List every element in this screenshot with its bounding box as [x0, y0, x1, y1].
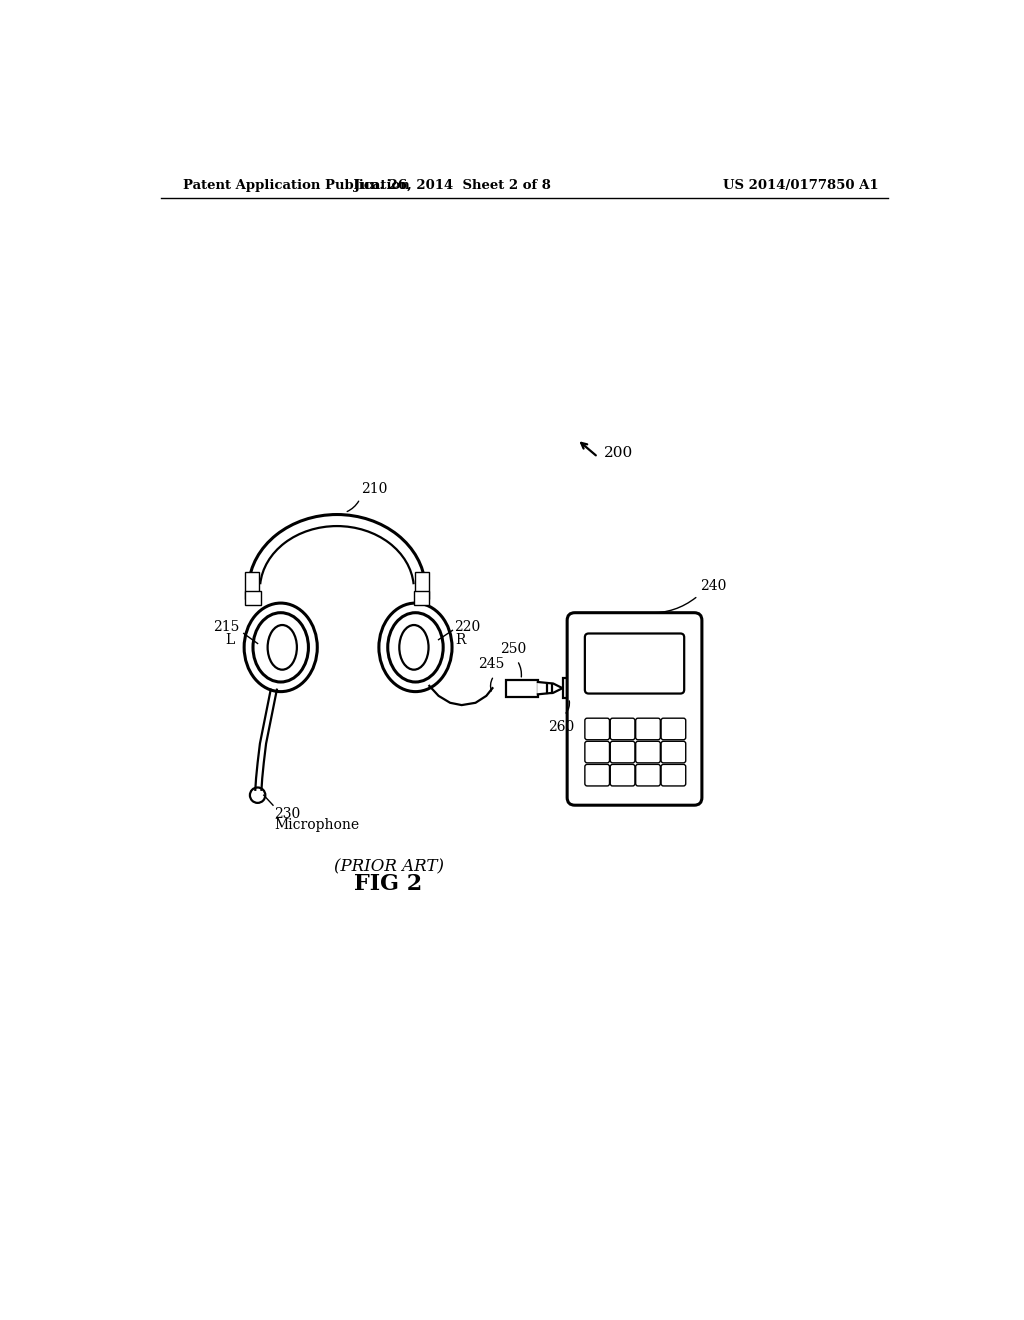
Circle shape: [250, 788, 265, 803]
Text: 260: 260: [548, 719, 574, 734]
Text: US 2014/0177850 A1: US 2014/0177850 A1: [723, 178, 879, 191]
Ellipse shape: [379, 603, 452, 692]
Bar: [414, 591, 429, 605]
Text: FIG 2: FIG 2: [354, 873, 423, 895]
Text: 210: 210: [361, 482, 388, 496]
Bar: [246, 572, 259, 599]
FancyBboxPatch shape: [610, 764, 635, 785]
Polygon shape: [538, 682, 562, 694]
Bar: [562, 678, 574, 698]
Text: Patent Application Publication: Patent Application Publication: [183, 178, 410, 191]
FancyBboxPatch shape: [585, 634, 684, 693]
Text: 230: 230: [274, 807, 301, 821]
FancyBboxPatch shape: [610, 742, 635, 763]
Text: 200: 200: [604, 446, 634, 459]
Ellipse shape: [267, 626, 297, 669]
FancyBboxPatch shape: [636, 764, 660, 785]
FancyBboxPatch shape: [610, 718, 635, 739]
Ellipse shape: [253, 612, 308, 682]
FancyBboxPatch shape: [662, 764, 686, 785]
Bar: [506, 680, 538, 697]
FancyBboxPatch shape: [585, 764, 609, 785]
Text: Microphone: Microphone: [274, 818, 359, 833]
Text: 240: 240: [700, 579, 727, 594]
FancyBboxPatch shape: [636, 718, 660, 739]
Bar: [416, 572, 429, 599]
FancyBboxPatch shape: [585, 718, 609, 739]
Text: Jun. 26, 2014  Sheet 2 of 8: Jun. 26, 2014 Sheet 2 of 8: [354, 178, 551, 191]
Text: (PRIOR ART): (PRIOR ART): [334, 858, 443, 875]
Text: R: R: [456, 632, 466, 647]
Ellipse shape: [244, 603, 317, 692]
FancyBboxPatch shape: [662, 742, 686, 763]
Bar: [246, 591, 261, 605]
Text: 250: 250: [500, 642, 526, 656]
Ellipse shape: [399, 626, 429, 669]
Ellipse shape: [388, 612, 443, 682]
Text: 245: 245: [478, 657, 504, 671]
Text: 215: 215: [213, 620, 240, 635]
Text: 220: 220: [454, 620, 480, 635]
Text: L: L: [225, 632, 234, 647]
FancyBboxPatch shape: [636, 742, 660, 763]
FancyBboxPatch shape: [662, 718, 686, 739]
FancyBboxPatch shape: [585, 742, 609, 763]
FancyBboxPatch shape: [567, 612, 701, 805]
